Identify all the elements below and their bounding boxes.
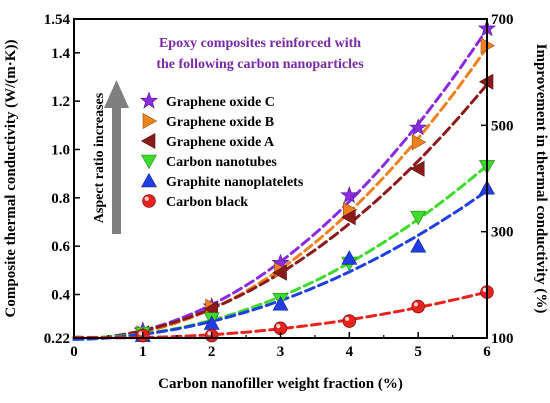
x-tick-label: 6	[483, 344, 491, 360]
legend-marker-graphene-oxide-a	[140, 132, 156, 150]
y-left-tick-label: 1.4	[51, 46, 70, 62]
chart-title: Epoxy composites reinforced with the foll…	[156, 36, 364, 72]
y-right-tick-label: 300	[491, 225, 514, 241]
legend-label-graphene-oxide-b: Graphene oxide B	[166, 115, 274, 130]
point-carbon-black-6-highlight	[482, 287, 487, 292]
aspect-ratio-label: Aspect ratio increases	[92, 92, 107, 223]
y-right-tick-label: 500	[491, 118, 514, 134]
y-left-tick-label: 0.8	[51, 191, 70, 207]
legend-label-graphene-oxide-c: Graphene oxide C	[166, 95, 275, 110]
x-tick-label: 3	[277, 344, 285, 360]
point-carbon-black-2-highlight	[207, 331, 212, 336]
chart-title-line-2: the following carbon nanoparticles	[156, 57, 364, 72]
x-tick-label: 1	[139, 344, 147, 360]
y-axis-label-left: Composite thermal conductivity (W/(m·K))	[3, 40, 19, 318]
y-left-tick-label: 1.54	[44, 12, 71, 28]
legend-label-graphite-nanoplatelets: Graphite nanoplatelets	[166, 175, 304, 190]
point-graphene-oxide-a-3	[272, 264, 287, 281]
point-graphene-oxide-b-5	[411, 134, 427, 151]
point-carbon-nanotubes-5	[410, 210, 427, 226]
point-graphene-oxide-a-5	[410, 160, 425, 177]
legend: Graphene oxide C Graphene oxide B Graphene…	[139, 91, 304, 210]
point-carbon-black-4	[342, 314, 357, 328]
point-carbon-black-4-highlight	[344, 316, 350, 321]
y-right-tick-label: 700	[491, 12, 514, 28]
point-carbon-black-1-highlight	[138, 331, 143, 336]
y-axis-label-right: Improvement in thermal conductivity (%)	[533, 44, 549, 314]
x-axis-label: Carbon nanofiller weight fraction (%)	[158, 376, 403, 392]
legend-label-carbon-nanotubes: Carbon nanotubes	[166, 155, 277, 170]
point-graphite-nanoplatelets-5	[410, 238, 427, 253]
y-left-tick-label: 0.22	[44, 331, 70, 347]
legend-marker-carbon-black-highlight	[144, 196, 149, 201]
x-tick-label: 0	[70, 344, 78, 360]
point-graphene-oxide-a-4	[341, 209, 356, 226]
y-right-tick-label: 100	[491, 331, 514, 347]
legend-marker-graphene-oxide-c	[139, 91, 159, 109]
x-tick-label: 4	[346, 344, 354, 360]
y-left-tick-label: 0.4	[51, 288, 70, 304]
aspect-ratio-arrow-shaft	[112, 108, 121, 234]
point-graphene-oxide-c-4	[340, 185, 359, 204]
chart-title-line-1: Epoxy composites reinforced with	[159, 36, 361, 51]
point-graphite-nanoplatelets-4	[341, 250, 358, 265]
legend-marker-carbon-black	[142, 194, 156, 208]
axes: 0 1 2 3 4 5 6 0.22 0.4 0.6 0.8 1.0 1.2 1.4 1.54 100 300 5…	[44, 12, 514, 360]
legend-label-graphene-oxide-a: Graphene oxide A	[166, 135, 275, 150]
x-tick-label: 2	[208, 344, 216, 360]
y-left-tick-label: 0.6	[51, 239, 70, 255]
point-carbon-black-5	[411, 299, 425, 314]
point-carbon-black-5-highlight	[413, 302, 419, 307]
y-left-tick-label: 1.0	[51, 143, 70, 159]
legend-label-carbon-black: Carbon black	[166, 195, 248, 210]
legend-marker-carbon-nanotubes	[140, 154, 158, 170]
point-graphene-oxide-c-5	[409, 118, 428, 136]
aspect-ratio-arrow-head	[104, 80, 129, 108]
aspect-ratio-arrow: Aspect ratio increases	[92, 80, 129, 234]
point-graphite-nanoplatelets-3	[272, 296, 289, 311]
legend-marker-graphite-nanoplatelets	[140, 172, 158, 188]
x-tick-label: 5	[414, 344, 422, 360]
legend-marker-graphene-oxide-b	[142, 112, 158, 130]
y-left-tick-label: 1.2	[51, 94, 70, 110]
point-carbon-black-3-highlight	[276, 323, 281, 329]
